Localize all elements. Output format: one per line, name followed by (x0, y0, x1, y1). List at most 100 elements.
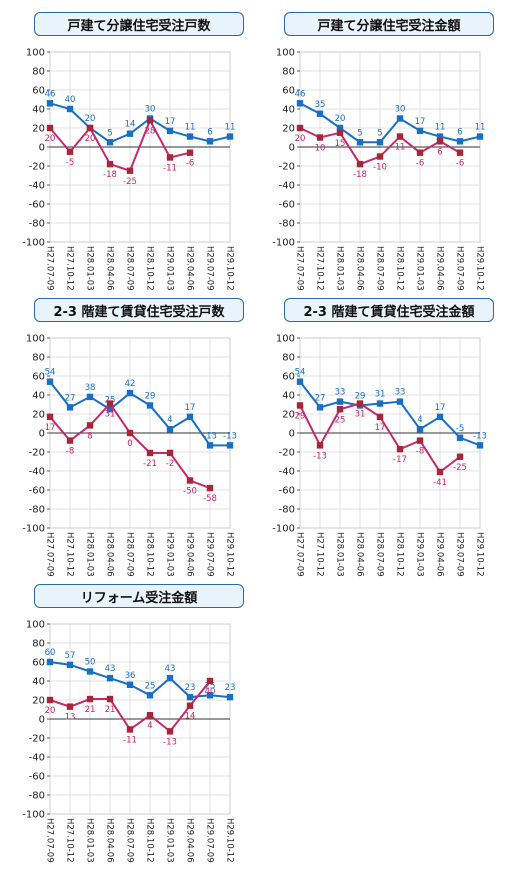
x-tick-label: H29.07-09 (455, 532, 465, 577)
data-label: 35 (315, 100, 326, 110)
blue-data-point (186, 693, 194, 701)
blue-data-point (316, 110, 324, 117)
data-label: -21 (143, 459, 157, 469)
data-label: 38 (85, 383, 96, 393)
red-data-point (166, 728, 174, 735)
y-tick-label: -40 (29, 181, 45, 192)
x-tick-label: H29.10-12 (475, 532, 485, 577)
chart-panel-detached-amount: 戸建て分譲住宅受注金額 100 80 60 40 20 0 -20 -40 -60 -80 -100… (264, 12, 514, 302)
blue-data-point (456, 434, 464, 441)
data-label: -8 (416, 447, 424, 457)
x-tick-label: H28.07-09 (125, 532, 135, 577)
x-tick-label: H29.04-06 (435, 532, 445, 577)
x-tick-label: H29.01-03 (415, 532, 425, 577)
data-label: 30 (395, 105, 406, 115)
blue-data-point (46, 378, 54, 385)
y-tick-label: 20 (282, 124, 295, 135)
red-data-point (376, 153, 384, 160)
red-data-point (436, 138, 444, 145)
data-label: 14 (125, 120, 136, 130)
x-tick-label: H28.04-06 (355, 246, 365, 291)
blue-data-point (126, 130, 134, 137)
red-data-point (146, 712, 154, 719)
red-data-point (86, 695, 94, 703)
data-label: 57 (65, 651, 76, 661)
x-tick-label: H29.07-09 (455, 246, 465, 291)
x-tick-label: H28.01-03 (335, 532, 345, 577)
data-label: 11 (435, 123, 446, 133)
x-tick-label: H27.10-12 (315, 532, 325, 577)
blue-data-point (396, 115, 404, 122)
chart-panel-rental-amount: 2-3 階建て賃貸住宅受注金額 100 80 60 40 20 0 -20 -40 -60 -80… (264, 298, 514, 588)
data-label: 30 (145, 105, 156, 115)
y-tick-label: 20 (32, 696, 45, 707)
data-label: -6 (456, 159, 464, 169)
data-label: 20 (45, 134, 56, 144)
blue-data-point (296, 378, 304, 385)
data-label: 54 (295, 368, 306, 378)
y-tick-label: -100 (272, 238, 295, 249)
y-tick-label: -20 (29, 734, 45, 745)
red-data-point (126, 429, 134, 437)
y-tick-label: -80 (29, 791, 45, 802)
red-data-point (396, 133, 404, 140)
blue-data-point (186, 413, 194, 421)
blue-data-point (126, 389, 134, 397)
chart-title: 戸建て分譲住宅受注金額 (284, 12, 494, 36)
x-tick-label: H27.07-09 (45, 532, 55, 577)
y-tick-label: -20 (279, 162, 295, 173)
data-label: -6 (186, 159, 194, 169)
data-label: 6 (457, 127, 462, 137)
data-label: -13 (203, 431, 217, 441)
chart-title: 戸建て分譲住宅受注戸数 (34, 12, 244, 36)
x-tick-label: H28.10-12 (145, 532, 155, 577)
data-label: 4 (147, 721, 152, 731)
x-tick-label: H28.10-12 (395, 246, 405, 291)
data-label: -11 (123, 735, 137, 745)
blue-series-line (49, 102, 231, 144)
red-data-point (66, 148, 74, 155)
data-label: 14 (185, 712, 196, 722)
x-tick-label: H29.07-09 (205, 818, 215, 863)
data-label: 46 (295, 89, 306, 99)
data-label: 28 (145, 126, 156, 136)
x-tick-label: H29.10-12 (225, 532, 235, 577)
chart-title: リフォーム受注金額 (34, 584, 244, 608)
y-tick-label: 0 (289, 143, 295, 154)
data-label: 5 (357, 128, 362, 138)
y-tick-label: -60 (279, 486, 295, 497)
data-label: 5 (377, 128, 382, 138)
x-tick-label: H28.01-03 (85, 532, 95, 577)
red-data-point (296, 402, 304, 409)
data-label: 20 (335, 114, 346, 124)
red-data-point (416, 437, 424, 444)
data-label: -5 (456, 424, 464, 434)
red-data-point (146, 449, 154, 457)
y-tick-label: 40 (32, 677, 45, 688)
red-data-point (126, 167, 134, 174)
data-label: 15 (335, 139, 346, 149)
data-label: 43 (105, 664, 116, 674)
data-label: 33 (395, 388, 406, 398)
red-data-point (166, 154, 174, 161)
x-tick-label: H27.07-09 (295, 532, 305, 577)
y-tick-label: -80 (29, 505, 45, 516)
y-tick-label: 20 (32, 410, 45, 421)
blue-data-point (46, 658, 54, 666)
blue-data-point (146, 692, 154, 699)
data-label: 33 (335, 388, 346, 398)
data-label: 21 (85, 705, 96, 715)
blue-data-point (66, 404, 74, 411)
red-data-point (66, 437, 74, 444)
data-label: 17 (375, 423, 386, 433)
x-tick-label: H28.04-06 (105, 532, 115, 577)
red-data-point (126, 726, 134, 733)
red-data-point (186, 477, 194, 484)
data-label: 43 (165, 664, 176, 674)
y-tick-label: 60 (32, 658, 45, 669)
x-tick-label: H29.04-06 (185, 246, 195, 291)
red-data-point (356, 400, 364, 407)
red-data-point (106, 400, 114, 407)
